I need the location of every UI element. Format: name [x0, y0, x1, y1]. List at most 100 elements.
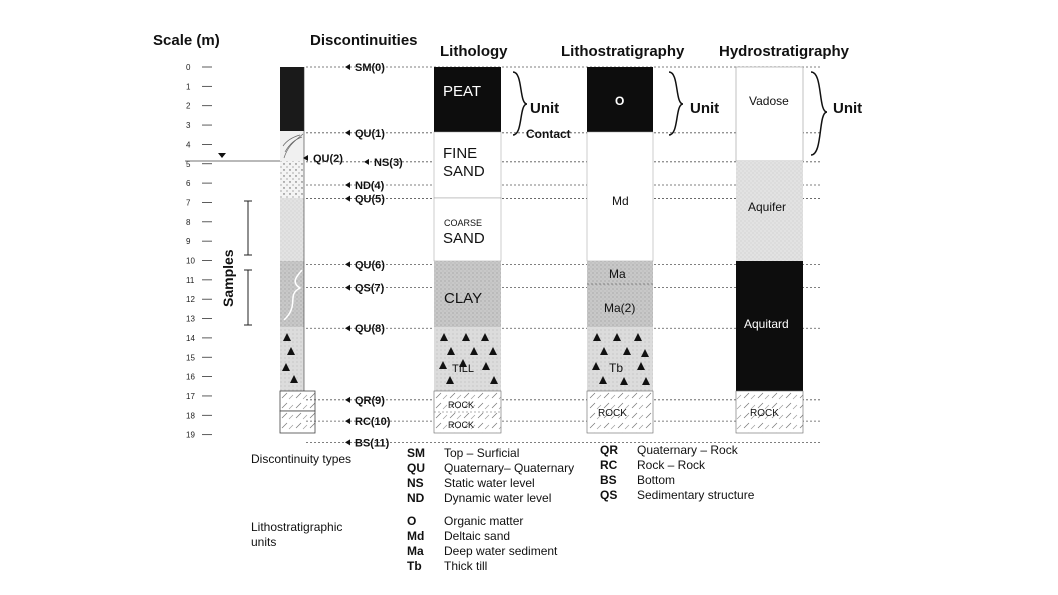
legend-row: Ma Deep water sediment: [407, 544, 557, 559]
scale-tick-label: 0: [186, 63, 191, 72]
discontinuity-label: QU(5): [355, 194, 385, 206]
legend-code: SM: [407, 446, 425, 460]
discontinuity-arrow: [345, 129, 350, 136]
legend-text: Bottom: [637, 473, 676, 487]
litho-md-label: Md: [612, 194, 629, 208]
lithology-column: PEAT FINE SAND COARSE SAND CLAY TILL ROC…: [433, 67, 571, 434]
litho-rock-label: ROCK: [598, 408, 627, 419]
scale-tick-label: 5: [186, 160, 191, 169]
legend-code: O: [407, 514, 417, 528]
water-table-marker: [185, 153, 295, 162]
discontinuity-arrow: [345, 439, 350, 446]
discontinuity-lines: SM(0) QU(1) QU(2) NS(3) ND(4) QU(5) QU(6) QS(7)…: [303, 62, 820, 449]
legend-code: NS: [407, 476, 424, 490]
legend-code: ND: [407, 491, 425, 505]
lith-fine-label: FINE: [443, 145, 477, 162]
discontinuity-label: NS(3): [374, 157, 403, 169]
legend-code: BS: [600, 473, 617, 487]
hydro-vadose-label: Vadose: [749, 94, 789, 108]
legend-code: Tb: [407, 559, 422, 573]
discontinuity-label: QU(2): [313, 153, 343, 165]
legend-unit-codes: O Organic matter Md Deltaic sand Ma Deep wate…: [407, 514, 557, 574]
scale-tick-label: 3: [186, 121, 191, 130]
hydro-aquitard-label: Aquitard: [744, 317, 789, 331]
legend-text: Quaternary– Quaternary: [444, 461, 575, 475]
discontinuity-arrow: [345, 325, 350, 332]
legend-code: Ma: [407, 544, 424, 558]
lithostratigraphy-column: O Md Ma Ma(2) Tb ROCK Unit: [586, 67, 719, 434]
legend-text: Thick till: [444, 559, 488, 573]
legend-row: NS Static water level: [407, 476, 574, 491]
borehole-log-column: [279, 67, 316, 434]
lith-sand-label: SAND: [443, 163, 485, 180]
hydrostratigraphy-column: Vadose Aquifer Aquitard ROCK Unit: [735, 66, 862, 434]
lith-coarse-label: COARSE: [444, 218, 482, 228]
litho-ma2-label: Ma(2): [604, 301, 635, 315]
discontinuity-arrow: [345, 418, 350, 425]
discontinuity-label: QS(7): [355, 283, 385, 295]
scale-tick-label: 1: [186, 82, 191, 91]
discontinuity-label: SM(0): [355, 62, 385, 74]
hydro-unit-brace: [810, 71, 828, 156]
legend-row: QU Quaternary– Quaternary: [407, 461, 574, 476]
samples-label: Samples: [220, 249, 236, 307]
litho-unit-label: Unit: [690, 100, 719, 117]
lith-till-label: TILL: [452, 363, 474, 375]
legend-text: Deltaic sand: [444, 529, 511, 543]
scale-tick-label: 14: [186, 334, 195, 343]
legend-text: Organic matter: [444, 514, 524, 528]
legend-text: Sedimentary structure: [637, 488, 755, 502]
lith-clay-label: CLAY: [444, 290, 482, 307]
discontinuity-label: QU(8): [355, 323, 385, 335]
litho-tb-label: Tb: [609, 361, 623, 375]
scale-tick-label: 13: [186, 315, 195, 324]
discontinuity-arrow: [345, 195, 350, 202]
scale-tick-label: 8: [186, 218, 191, 227]
hydro-unit-label: Unit: [833, 100, 862, 117]
hydrostratigraphy-header: Hydrostratigraphy: [719, 43, 850, 60]
discontinuity-arrow: [345, 261, 350, 268]
samples-brackets: [244, 200, 252, 326]
legend-row: Tb Thick till: [407, 559, 557, 574]
lithostratigraphy-header: Lithostratigraphy: [561, 43, 685, 60]
discontinuity-label: QU(6): [355, 259, 385, 271]
lith-contact-label: Contact: [526, 127, 571, 141]
scale-tick-label: 6: [186, 179, 191, 188]
scale-header: Scale (m): [153, 32, 220, 49]
legend-text: Dynamic water level: [444, 491, 552, 505]
legend-row: O Organic matter: [407, 514, 557, 529]
legend-row: Md Deltaic sand: [407, 529, 557, 544]
scale-tick-label: 7: [186, 198, 191, 207]
discontinuities-header: Discontinuities: [310, 32, 418, 49]
legend-row: ND Dynamic water level: [407, 491, 574, 506]
scale-tick-label: 10: [186, 257, 195, 266]
legend-discontinuity-codes-1: SM Top – Surficial QU Quaternary– Quaternar…: [407, 446, 574, 506]
legend-text: Static water level: [444, 476, 535, 490]
legend-row: QR Quaternary – Rock: [600, 443, 754, 458]
discontinuity-label: QU(1): [355, 128, 385, 140]
discontinuity-label: BS(11): [355, 437, 390, 449]
discontinuity-arrow: [345, 284, 350, 291]
lith-peat-label: PEAT: [443, 83, 481, 100]
scale-tick-label: 16: [186, 373, 195, 382]
legend-discontinuity-codes-2: QR Quaternary – Rock RC Rock – Rock BS Bottom…: [600, 443, 754, 503]
litho-o-label: O: [615, 94, 624, 108]
scale-tick-label: 2: [186, 102, 191, 111]
legend-text: Quaternary – Rock: [637, 443, 738, 457]
discontinuity-arrow: [345, 64, 350, 70]
litho-ma-label: Ma: [609, 267, 626, 281]
legend-code: QU: [407, 461, 425, 475]
legend-text: Rock – Rock: [637, 458, 706, 472]
litho-unit-brace: [668, 71, 684, 136]
lith-unit-label: Unit: [530, 100, 559, 117]
discontinuity-label: RC(10): [355, 416, 391, 428]
discontinuity-arrow: [345, 396, 350, 403]
legend-text: Top – Surficial: [444, 446, 520, 460]
hydro-rock-label: ROCK: [750, 408, 779, 419]
scale-tick-label: 4: [186, 140, 191, 149]
lith-unit-brace: [512, 71, 528, 136]
legend-code: QR: [600, 443, 618, 457]
discontinuity-arrow: [364, 158, 369, 165]
